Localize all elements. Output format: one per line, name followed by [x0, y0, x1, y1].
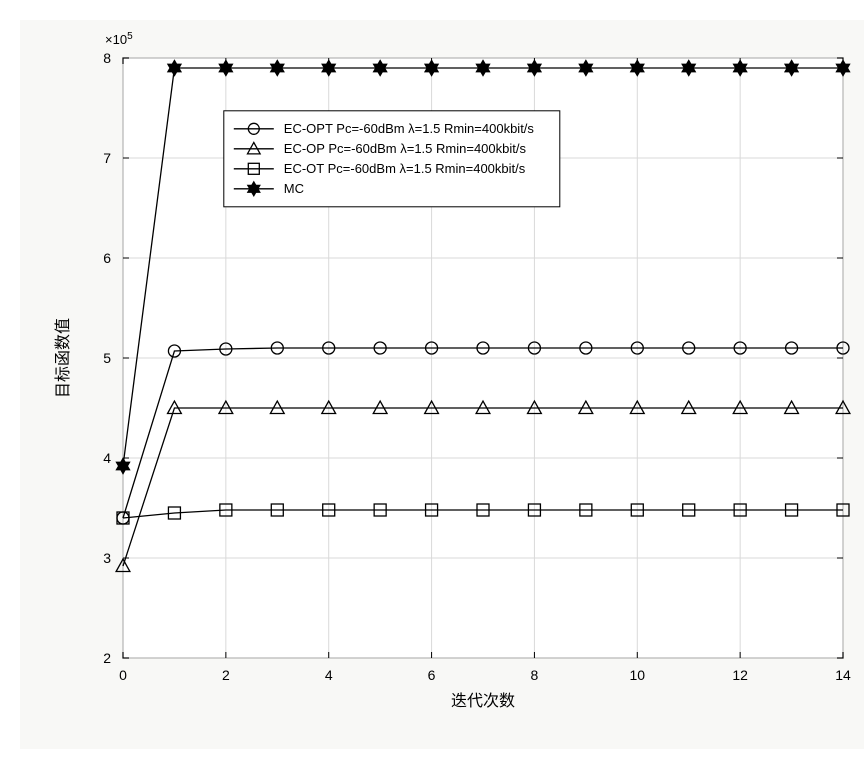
- legend-label: EC-OP Pc=-60dBm λ=1.5 Rmin=400kbit/s: [284, 141, 527, 156]
- x-tick-label: 6: [428, 667, 436, 683]
- y-tick-label: 7: [103, 150, 111, 166]
- y-tick-label: 4: [103, 450, 111, 466]
- line-chart: 024681012142345678×105迭代次数目标函数值EC-OPT Pc…: [20, 20, 864, 749]
- y-tick-label: 8: [103, 50, 111, 66]
- x-tick-label: 12: [732, 667, 748, 683]
- x-tick-label: 0: [119, 667, 127, 683]
- legend: EC-OPT Pc=-60dBm λ=1.5 Rmin=400kbit/s EC-…: [224, 111, 560, 207]
- x-tick-label: 4: [325, 667, 333, 683]
- x-axis-label: 迭代次数: [451, 692, 515, 710]
- y-tick-label: 6: [103, 250, 111, 266]
- legend-label: EC-OT Pc=-60dBm λ=1.5 Rmin=400kbit/s: [284, 161, 526, 176]
- x-tick-label: 2: [222, 667, 230, 683]
- y-axis-label: 目标函数值: [54, 318, 72, 398]
- y-tick-label: 3: [103, 550, 111, 566]
- legend-label: MC: [284, 181, 304, 196]
- chart-container: 024681012142345678×105迭代次数目标函数值EC-OPT Pc…: [20, 20, 864, 749]
- y-tick-label: 2: [103, 650, 111, 666]
- y-tick-label: 5: [103, 350, 111, 366]
- x-tick-label: 8: [531, 667, 539, 683]
- x-tick-label: 10: [629, 667, 645, 683]
- legend-label: EC-OPT Pc=-60dBm λ=1.5 Rmin=400kbit/s: [284, 121, 535, 136]
- x-tick-label: 14: [835, 667, 851, 683]
